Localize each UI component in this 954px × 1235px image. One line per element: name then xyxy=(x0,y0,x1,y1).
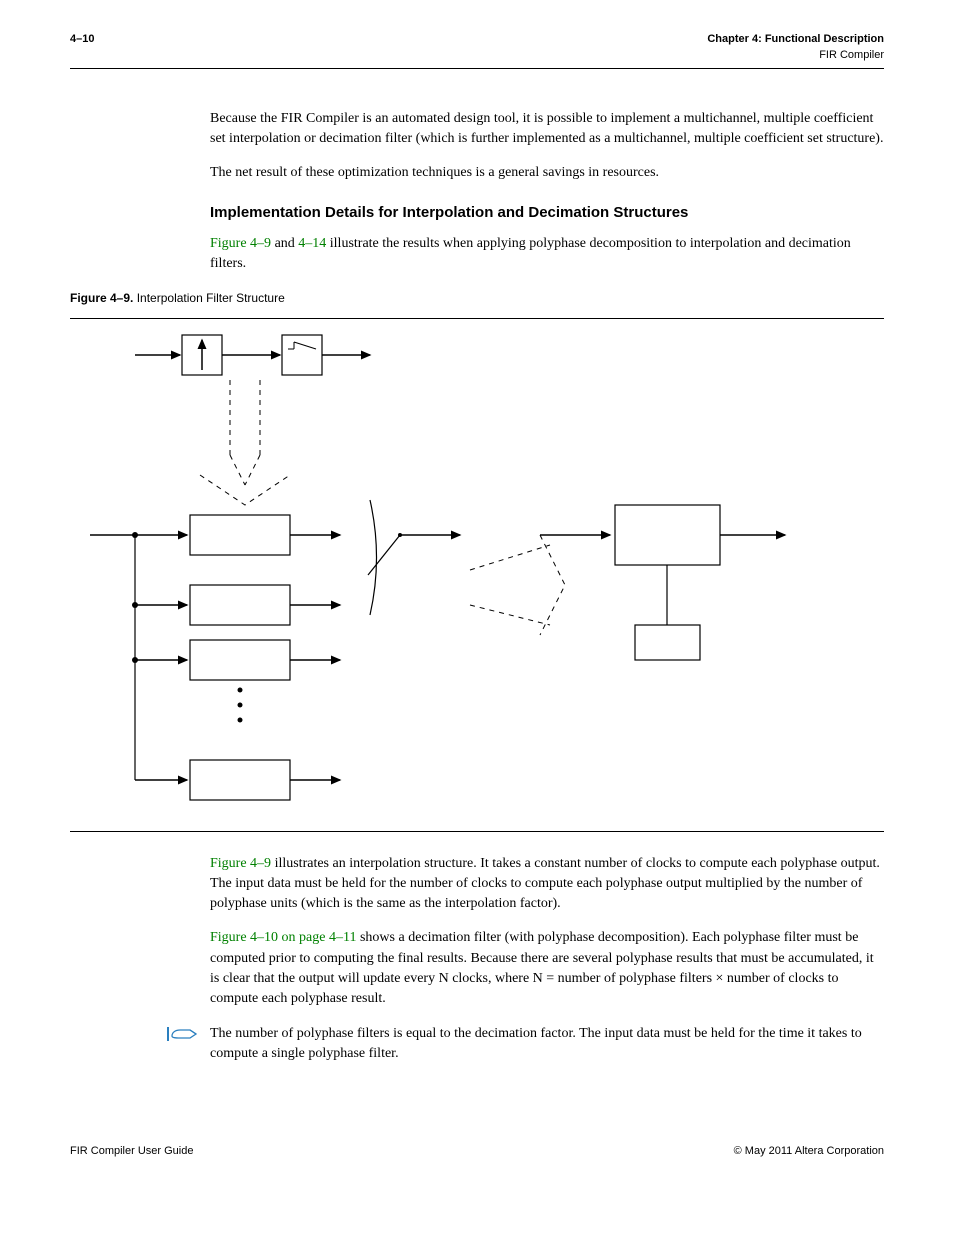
intro-paragraph-2: The net result of these optimization tec… xyxy=(210,163,884,183)
after-fig-p1-rest: illustrates an interpolation structure. … xyxy=(210,856,880,912)
after-fig-para-1: Figure 4–9 illustrates an interpolation … xyxy=(210,854,884,915)
footer-right: © May 2011 Altera Corporation xyxy=(734,1144,884,1160)
figure-title: Interpolation Filter Structure xyxy=(137,291,285,305)
footer-left: FIR Compiler User Guide xyxy=(70,1144,193,1160)
page-footer: FIR Compiler User Guide © May 2011 Alter… xyxy=(70,1144,884,1160)
figure-link-4-9b[interactable]: Figure 4–9 xyxy=(210,856,271,871)
chapter-label: Chapter 4: Functional Description xyxy=(707,32,884,48)
figure-caption: Figure 4–9. Interpolation Filter Structu… xyxy=(70,290,884,307)
figure-rule-bottom xyxy=(70,831,884,832)
header-right: Chapter 4: Functional Description FIR Co… xyxy=(707,32,884,64)
figure-link-4-14[interactable]: 4–14 xyxy=(298,236,326,251)
hand-point-icon xyxy=(166,1024,200,1044)
intro-paragraph-1: Because the FIR Compiler is an automated… xyxy=(210,109,884,150)
note-row: The number of polyphase filters is equal… xyxy=(210,1024,884,1065)
figure-link-4-10[interactable]: Figure 4–10 on page 4–11 xyxy=(210,930,356,945)
heading-para-mid: and xyxy=(271,236,298,251)
page-number: 4–10 xyxy=(70,32,94,48)
figure-link-4-9[interactable]: Figure 4–9 xyxy=(210,236,271,251)
section-heading: Implementation Details for Interpolation… xyxy=(210,202,884,224)
heading-paragraph: Figure 4–9 and 4–14 illustrate the resul… xyxy=(210,234,884,275)
page-header: 4–10 Chapter 4: Functional Description F… xyxy=(70,32,884,64)
header-rule xyxy=(70,68,884,69)
after-fig-para-2: Figure 4–10 on page 4–11 shows a decimat… xyxy=(210,928,884,1009)
figure-number: Figure 4–9. xyxy=(70,291,133,305)
figure-diagram xyxy=(70,325,884,825)
figure-rule-top xyxy=(70,318,884,319)
body-text: Because the FIR Compiler is an automated… xyxy=(210,109,884,274)
section-label: FIR Compiler xyxy=(707,48,884,64)
after-figure-text: Figure 4–9 illustrates an interpolation … xyxy=(210,854,884,1010)
note-text: The number of polyphase filters is equal… xyxy=(210,1024,884,1065)
